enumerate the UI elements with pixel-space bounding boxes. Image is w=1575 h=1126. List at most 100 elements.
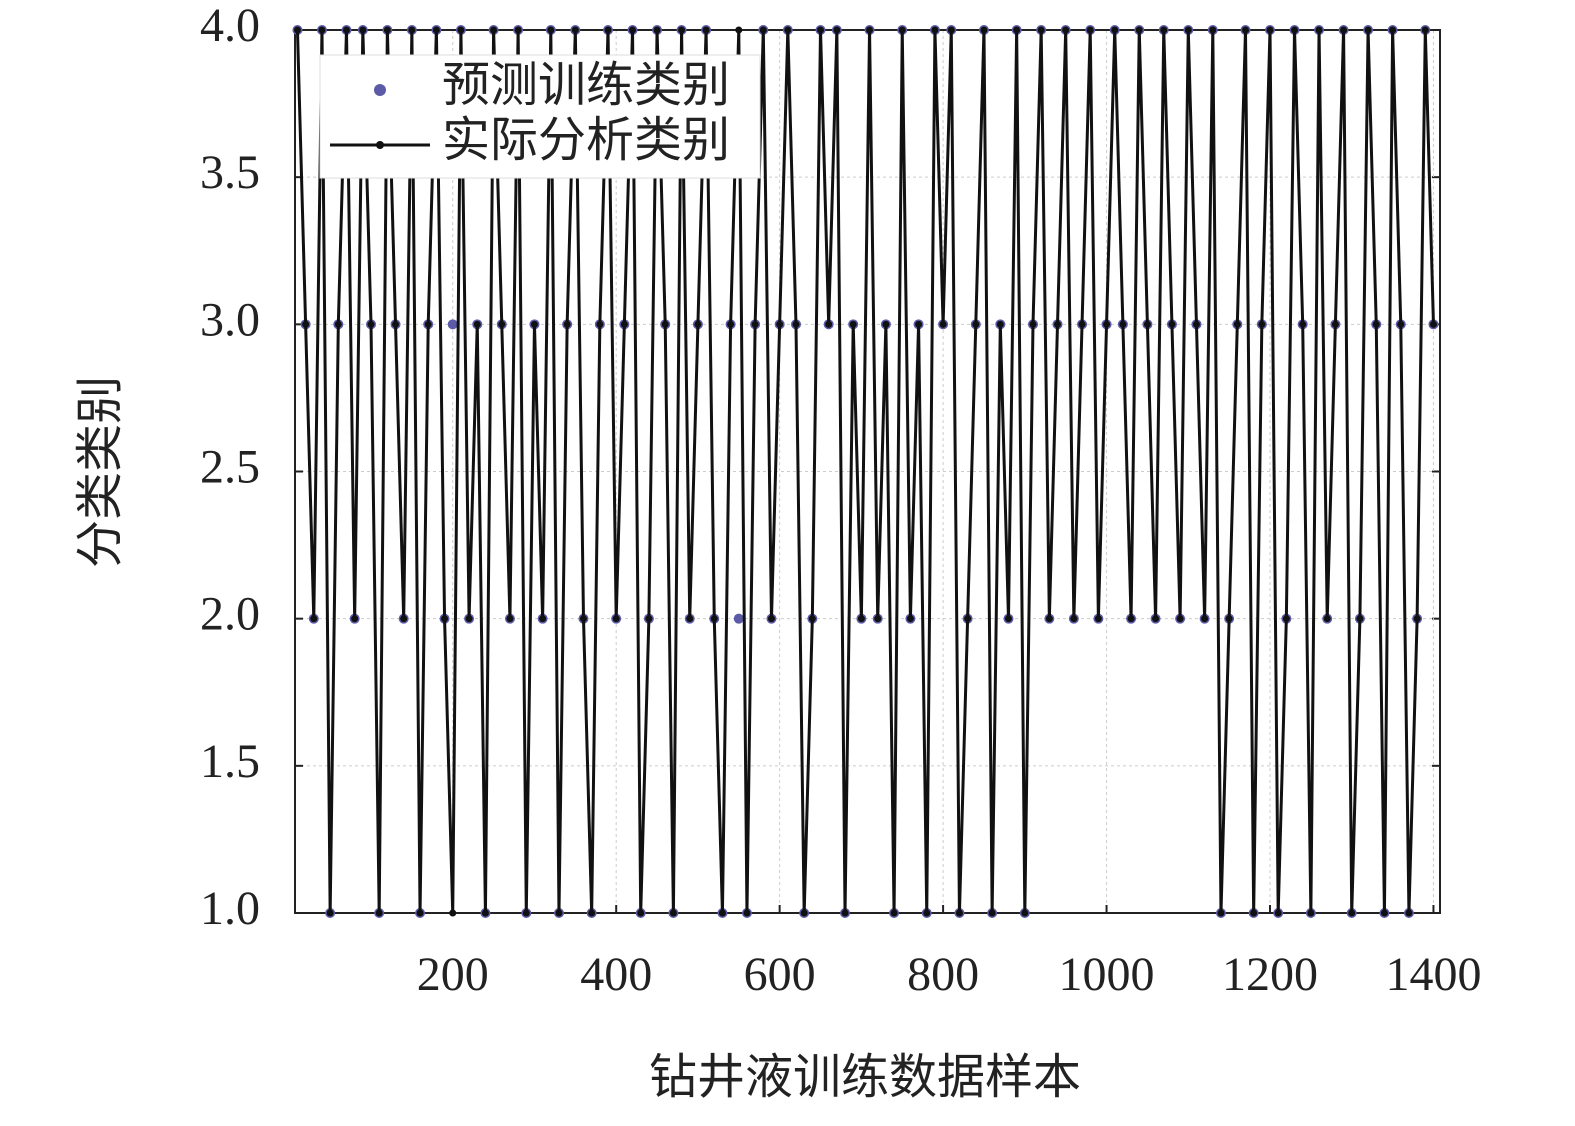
line-marker	[1078, 320, 1086, 328]
line-marker	[620, 320, 628, 328]
line-marker	[661, 320, 669, 328]
line-marker	[1348, 909, 1356, 917]
line-marker	[539, 615, 547, 623]
line-marker	[302, 320, 310, 328]
legend-marker	[376, 141, 384, 149]
scatter-point	[447, 319, 458, 330]
line-marker	[653, 26, 661, 34]
line-marker	[1045, 615, 1053, 623]
line-marker	[310, 615, 318, 623]
x-tick-label: 800	[907, 948, 979, 1001]
line-marker	[906, 615, 914, 623]
line-marker	[547, 26, 555, 34]
line-marker	[841, 909, 849, 917]
line-marker	[882, 320, 890, 328]
line-marker	[955, 909, 963, 917]
line-marker	[498, 320, 506, 328]
line-marker	[1380, 909, 1388, 917]
line-marker	[1176, 615, 1184, 623]
y-tick-label: 1.0	[200, 882, 260, 935]
line-marker	[1331, 320, 1339, 328]
line-marker	[727, 320, 735, 328]
legend-label: 实际分析类别	[442, 114, 730, 167]
line-marker	[694, 320, 702, 328]
line-marker	[890, 909, 898, 917]
line-marker	[743, 909, 751, 917]
line-marker	[318, 26, 326, 34]
x-axis-label: 钻井液训练数据样本	[649, 1051, 1081, 1104]
line-marker	[359, 26, 367, 34]
line-marker	[988, 909, 996, 917]
line-marker	[1429, 320, 1437, 328]
line-marker	[481, 909, 489, 917]
line-marker	[342, 26, 350, 34]
line-marker	[465, 615, 473, 623]
line-marker	[751, 320, 759, 328]
line-marker	[874, 615, 882, 623]
line-marker	[375, 909, 383, 917]
x-tick-label: 1000	[1059, 948, 1155, 1001]
line-marker	[947, 26, 955, 34]
line-marker	[898, 26, 906, 34]
line-marker	[1029, 320, 1037, 328]
line-marker	[1160, 26, 1168, 34]
line-marker	[604, 26, 612, 34]
line-marker	[563, 320, 571, 328]
line-marker	[612, 615, 620, 623]
line-marker	[833, 26, 841, 34]
y-tick-label: 2.0	[200, 588, 260, 641]
line-marker	[392, 320, 400, 328]
legend-marker	[374, 84, 386, 96]
line-marker	[1241, 26, 1249, 34]
line-marker	[857, 615, 865, 623]
line-marker	[1217, 909, 1225, 917]
line-marker	[400, 615, 408, 623]
line-marker	[1405, 909, 1413, 917]
line-marker	[1258, 320, 1266, 328]
x-tick-label: 600	[744, 948, 816, 1001]
line-marker	[1103, 320, 1111, 328]
line-marker	[1209, 26, 1217, 34]
line-marker	[1250, 909, 1258, 917]
line-marker	[1143, 320, 1151, 328]
line-marker	[735, 26, 743, 34]
line-marker	[473, 320, 481, 328]
line-marker	[915, 320, 923, 328]
line-marker	[351, 615, 359, 623]
line-marker	[522, 909, 530, 917]
line-marker	[1111, 26, 1119, 34]
line-marker	[530, 320, 538, 328]
line-marker	[1364, 26, 1372, 34]
scatter-point	[733, 613, 744, 624]
line-marker	[1135, 26, 1143, 34]
line-marker	[629, 26, 637, 34]
y-axis-label: 分类类别	[74, 376, 127, 568]
line-marker	[383, 26, 391, 34]
line-marker	[1356, 615, 1364, 623]
line-marker	[596, 320, 604, 328]
line-marker	[1282, 615, 1290, 623]
line-marker	[555, 909, 563, 917]
line-marker	[1340, 26, 1348, 34]
x-tick-label: 400	[580, 948, 652, 1001]
line-marker	[669, 909, 677, 917]
line-marker	[441, 615, 449, 623]
line-marker	[1389, 26, 1397, 34]
line-marker	[1291, 26, 1299, 34]
line-marker	[1274, 909, 1282, 917]
line-marker	[678, 26, 686, 34]
line-marker	[702, 26, 710, 34]
line-marker	[1184, 26, 1192, 34]
line-marker	[1225, 615, 1233, 623]
line-marker	[449, 909, 457, 917]
line-marker	[980, 26, 988, 34]
x-tick-label: 200	[417, 948, 489, 1001]
series-line	[295, 29, 1435, 914]
line-marker	[424, 320, 432, 328]
line-marker	[514, 26, 522, 34]
line-marker	[1127, 615, 1135, 623]
line-marker	[1372, 320, 1380, 328]
line-marker	[784, 26, 792, 34]
line-marker	[776, 320, 784, 328]
